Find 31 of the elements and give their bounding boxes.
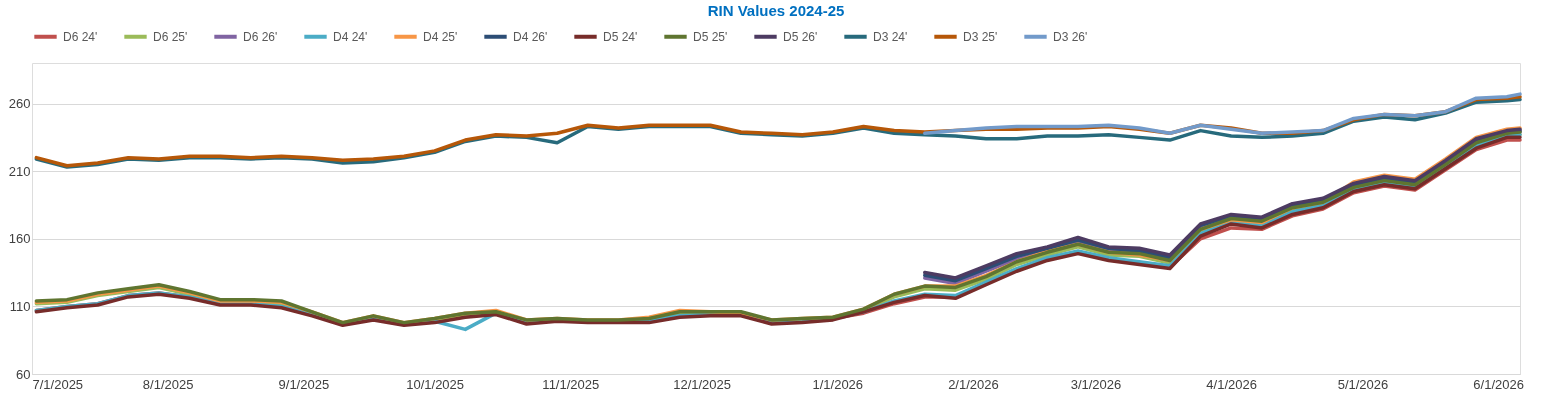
y-tick-label: 60 <box>16 366 31 382</box>
legend-label: D5 25' <box>693 29 728 44</box>
legend-label: D3 26' <box>1053 29 1088 44</box>
x-tick-label: 5/1/2026 <box>1337 376 1389 392</box>
x-tick-label: 10/1/2025 <box>406 376 465 392</box>
x-tick-label: 6/1/2026 <box>1473 376 1524 392</box>
legend-label: D4 26' <box>513 29 548 44</box>
legend-label: D3 24' <box>873 29 908 44</box>
x-tick-label: 4/1/2026 <box>1206 376 1257 392</box>
y-tick-label: 210 <box>8 163 31 179</box>
x-tick-label: 9/1/2025 <box>278 376 330 392</box>
y-tick-label: 160 <box>8 231 31 247</box>
chart-title: RIN Values 2024-25 <box>707 2 845 19</box>
x-tick-label: 8/1/2025 <box>142 376 194 392</box>
legend-label: D3 25' <box>963 29 998 44</box>
legend-label: D6 26' <box>243 29 278 44</box>
legend-label: D6 24' <box>63 29 98 44</box>
legend-label: D4 24' <box>333 29 368 44</box>
y-tick-label: 260 <box>8 96 31 112</box>
x-tick-label: 3/1/2026 <box>1070 376 1122 392</box>
legend-label: D6 25' <box>153 29 188 44</box>
x-tick-label: 1/1/2026 <box>812 376 864 392</box>
x-tick-label: 12/1/2025 <box>673 376 732 392</box>
legend-label: D5 26' <box>783 29 818 44</box>
legend-label: D5 24' <box>603 29 638 44</box>
x-tick-label: 11/1/2025 <box>542 376 600 392</box>
x-tick-label: 7/1/2025 <box>32 376 84 392</box>
y-tick-label: 110 <box>9 298 31 314</box>
x-tick-label: 2/1/2026 <box>948 376 999 392</box>
legend-label: D4 25' <box>423 29 458 44</box>
line-series <box>923 92 1522 136</box>
